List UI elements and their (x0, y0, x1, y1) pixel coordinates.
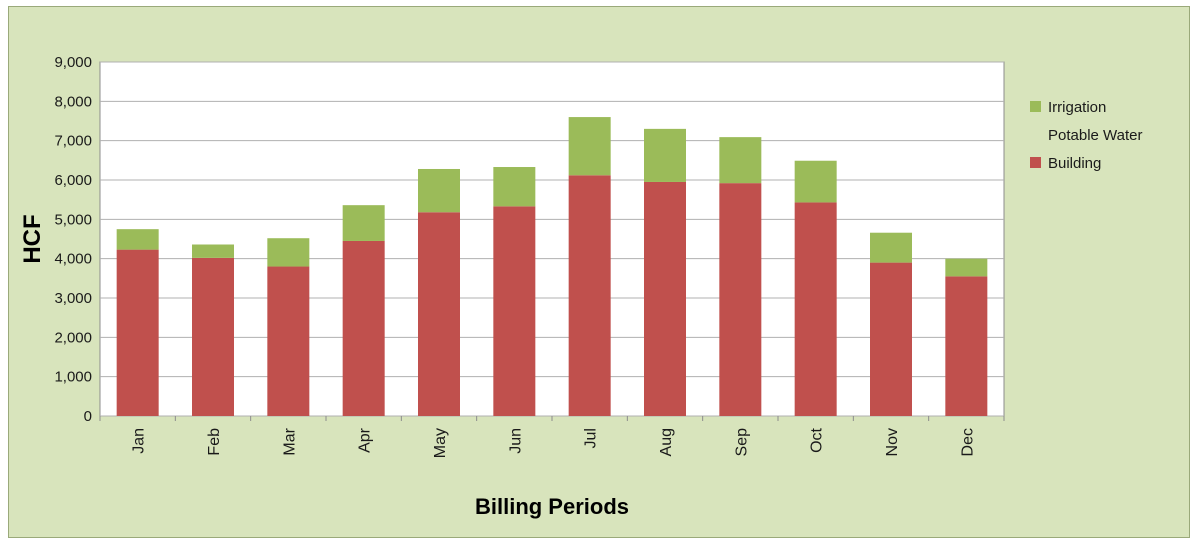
y-tick-label: 4,000 (54, 251, 92, 268)
x-tick-label: Nov (884, 428, 901, 456)
bar-building-dec (945, 276, 988, 416)
bar-irrigation-jun (493, 167, 536, 207)
plot-area (99, 61, 1005, 417)
bar-irrigation-may (418, 168, 460, 213)
x-tick-label: Aug (658, 428, 675, 456)
legend-label: Irrigation (1048, 99, 1106, 116)
bar-building-apr (342, 240, 385, 416)
bar-building-jun (493, 206, 536, 416)
x-tick-label: May (432, 428, 449, 458)
bar-irrigation-sep (719, 137, 762, 184)
x-tick-label: Jan (131, 428, 148, 454)
bar-irrigation-aug (644, 128, 686, 182)
bar-building-may (418, 212, 460, 416)
y-tick-label: 9,000 (54, 54, 92, 71)
x-tick-label: Apr (357, 427, 374, 453)
legend-swatch (1030, 157, 1041, 168)
bar-building-aug (644, 181, 686, 416)
bar-building-sep (719, 183, 762, 416)
bar-irrigation-jul (568, 117, 611, 176)
y-tick-label: 2,000 (54, 329, 92, 346)
bar-irrigation-nov (870, 232, 912, 263)
y-axis-title: HCF (19, 214, 46, 263)
y-tick-label: 0 (84, 408, 92, 425)
bar-building-feb (192, 257, 234, 416)
x-axis-title: Billing Periods (475, 494, 629, 519)
bar-building-mar (267, 266, 310, 416)
y-tick-label: 7,000 (54, 133, 92, 150)
bars (116, 117, 988, 416)
x-tick-label: Feb (206, 428, 223, 456)
x-tick-label: Sep (733, 428, 750, 457)
y-tick-label: 1,000 (54, 369, 92, 386)
x-tick-label: Jul (583, 428, 600, 448)
x-tick-label: Jun (507, 428, 524, 454)
bar-irrigation-mar (267, 238, 310, 267)
bar-building-oct (794, 202, 837, 416)
bar-irrigation-dec (945, 258, 988, 277)
bar-irrigation-oct (794, 160, 837, 203)
y-tick-label: 6,000 (54, 172, 92, 189)
bar-building-jul (568, 175, 611, 416)
x-tick-label: Oct (809, 427, 826, 452)
y-tick-label: 8,000 (54, 93, 92, 110)
bar-building-jan (116, 249, 159, 416)
bar-irrigation-apr (342, 205, 385, 241)
bar-building-nov (870, 262, 912, 416)
legend-label: Building (1048, 155, 1101, 172)
legend-label: Potable Water (1048, 127, 1143, 144)
bar-irrigation-feb (192, 244, 234, 258)
legend: Irrigation Potable Water Building (1030, 99, 1143, 172)
x-tick-label: Mar (281, 427, 298, 455)
y-axis-ticks: 0 1,000 2,000 3,000 4,000 5,000 6,000 7,000 8,00… (54, 54, 92, 425)
y-tick-label: 3,000 (54, 290, 92, 307)
x-tick-label: Dec (959, 428, 976, 456)
bar-irrigation-jan (116, 229, 159, 250)
x-axis-ticks: Jan Feb Mar Apr May Jun Jul Aug Sep Oct Nov Dec (99, 416, 1005, 458)
legend-swatch (1030, 101, 1041, 112)
y-tick-label: 5,000 (54, 211, 92, 228)
